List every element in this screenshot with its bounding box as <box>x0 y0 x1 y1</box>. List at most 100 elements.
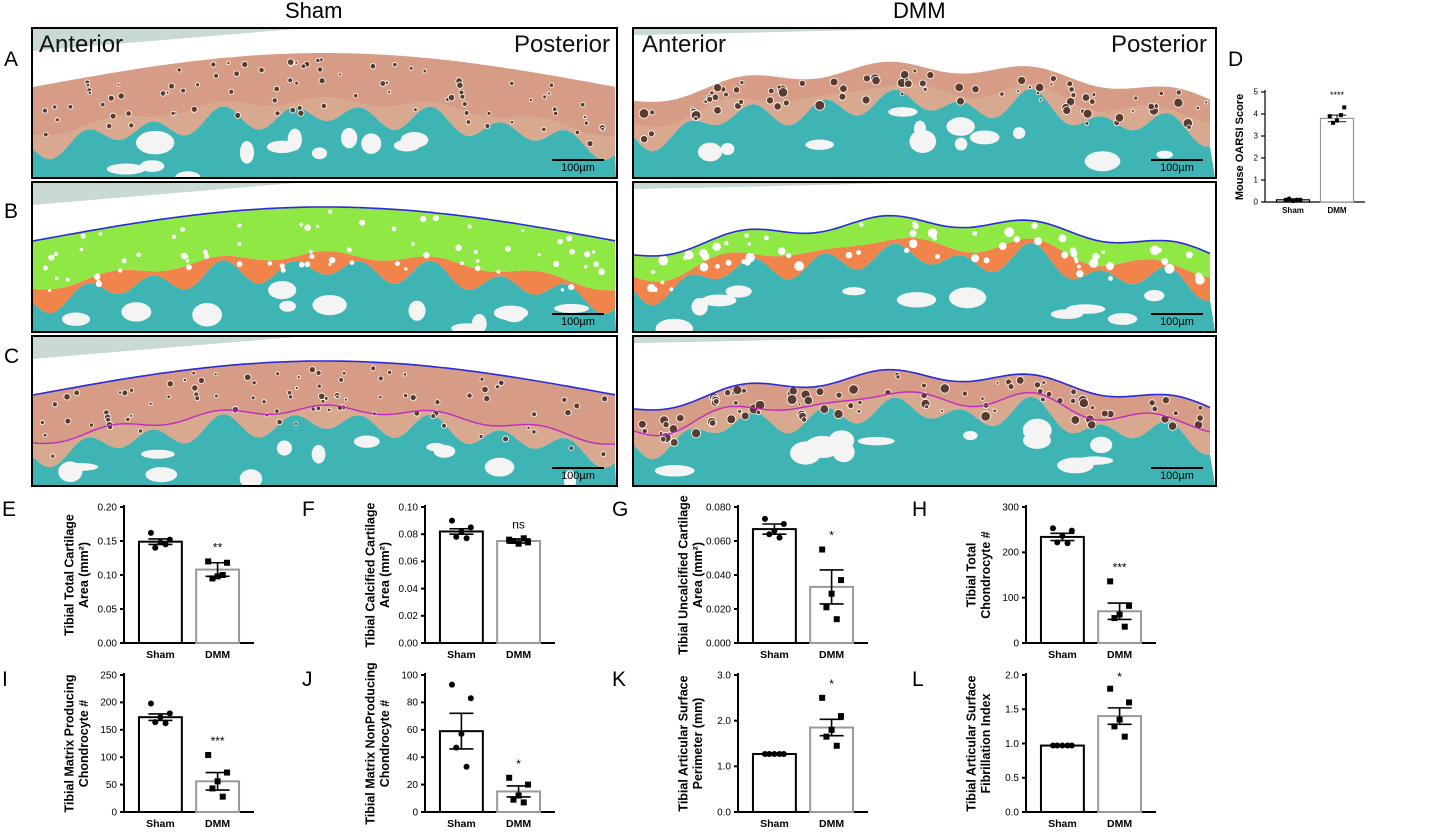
significance-label: *** <box>1113 560 1127 574</box>
sham-safranin-o-micrograph: Anterior Posterior 100µm <box>31 27 618 179</box>
chondrocyte <box>481 385 489 394</box>
chondrocyte <box>1066 80 1074 88</box>
significance-label: ns <box>512 517 525 531</box>
chondrocyte <box>509 120 515 125</box>
chondrocyte <box>924 404 930 410</box>
chondrocyte <box>835 391 843 399</box>
y-tick-label: 0.020 <box>706 604 731 615</box>
chondrocyte <box>701 252 710 261</box>
chondrocyte <box>226 60 231 65</box>
significance-label: * <box>1117 670 1122 684</box>
chondrocyte <box>1073 256 1078 261</box>
y-tick-label: 300 <box>1002 502 1019 513</box>
data-point-dmm <box>1331 120 1336 125</box>
chondrocyte <box>309 253 315 260</box>
y-axis-label: Tibial Articular SurfacePerimeter (mm) <box>677 675 705 811</box>
chondrocyte <box>484 123 491 129</box>
chondrocyte <box>956 96 965 106</box>
micrograph-drawing <box>33 29 616 177</box>
chondrocyte <box>280 267 286 273</box>
chondrocyte <box>669 287 674 292</box>
chondrocyte <box>659 435 667 443</box>
y-axis-label: Mouse OARSI Score <box>1234 94 1246 200</box>
marrow-space <box>239 469 263 485</box>
chondrocyte <box>713 83 723 93</box>
x-tick-label: Sham <box>760 649 789 661</box>
chondrocyte <box>186 264 192 271</box>
chondrocyte <box>294 80 299 86</box>
calcified-cartilage <box>33 405 615 468</box>
chondrocyte <box>815 387 825 397</box>
chondrocyte <box>1173 410 1179 416</box>
chondrocyte <box>85 82 91 88</box>
chondrocyte <box>63 393 71 401</box>
marrow-space <box>805 139 834 150</box>
articular-cartilage <box>33 53 615 137</box>
marrow-space <box>857 436 895 446</box>
chondrocyte <box>1164 263 1175 274</box>
data-point-sham <box>152 719 159 726</box>
data-point-dmm <box>520 799 527 806</box>
chondrocyte <box>1031 222 1038 229</box>
x-tick-label: DMM <box>819 649 844 661</box>
chondrocyte <box>1082 108 1093 119</box>
y-tick-label: 0.02 <box>399 611 419 622</box>
chondrocyte <box>495 384 501 390</box>
chondrocyte <box>341 370 347 376</box>
y-axis-label: Tibial Matrix NonProducingChondrocyte # <box>364 662 392 824</box>
data-point-dmm <box>1121 623 1128 630</box>
chondrocyte <box>1161 258 1169 266</box>
data-point-sham <box>1049 742 1056 749</box>
y-tick-label: 0.040 <box>706 570 731 581</box>
chondrocyte <box>586 140 594 148</box>
chondrocyte <box>118 268 123 273</box>
chondrocyte <box>95 281 103 288</box>
marrow-space <box>948 287 987 309</box>
data-point-dmm <box>224 559 231 566</box>
data-point-sham <box>463 763 470 770</box>
chondrocyte <box>195 82 201 88</box>
chondrocyte <box>773 102 782 111</box>
data-point-dmm <box>828 590 835 597</box>
chondrocyte <box>1015 376 1025 385</box>
chondrocyte <box>598 268 605 276</box>
y-axis-label: Tibial Uncalcified CartilageArea (mm²) <box>677 495 705 655</box>
y-tick-label: 50 <box>106 780 118 791</box>
panel-letter-d: D <box>1228 48 1244 71</box>
marrow-space <box>426 442 446 452</box>
femoral-fragment <box>634 337 896 343</box>
chondrocyte <box>548 82 555 88</box>
bar-sham <box>751 528 797 644</box>
scale-bar-label: 100µm <box>561 470 595 482</box>
scale-bar: 100µm <box>552 159 604 174</box>
chondrocyte <box>918 79 927 88</box>
chondrocyte <box>318 392 326 400</box>
chondrocyte <box>504 246 511 252</box>
data-point-dmm <box>205 558 212 565</box>
chondrocyte <box>676 413 685 423</box>
chondrocyte <box>233 70 240 77</box>
data-point-sham <box>157 539 164 546</box>
chondrocyte <box>649 109 656 116</box>
chondrocyte <box>1033 381 1041 389</box>
x-tick-label: DMM <box>205 649 230 661</box>
chondrocyte <box>378 395 383 400</box>
chart-l: L 0.0 0.5 1.0 1.5 2.0 Tibial Articular Surface… <box>910 660 1200 830</box>
chondrocyte <box>55 276 59 281</box>
chondrocyte <box>531 411 537 418</box>
data-point-dmm <box>1338 113 1343 118</box>
data-point-sham <box>766 531 773 538</box>
chondrocyte <box>430 413 437 420</box>
articular-surface-outline <box>634 214 1211 257</box>
chondrocyte <box>64 417 72 425</box>
panel-letter-a: A <box>4 48 19 71</box>
chondrocyte <box>564 409 572 417</box>
chondrocyte <box>712 398 720 405</box>
chondrocyte <box>353 93 359 99</box>
y-tick-label: 2 <box>1254 154 1259 163</box>
dmm-safranin-o-micrograph: Anterior Posterior 100µm <box>632 27 1217 179</box>
chondrocyte <box>432 214 439 222</box>
micrograph-drawing <box>33 183 616 331</box>
chondrocyte <box>369 63 377 70</box>
chondrocyte <box>1034 82 1045 93</box>
